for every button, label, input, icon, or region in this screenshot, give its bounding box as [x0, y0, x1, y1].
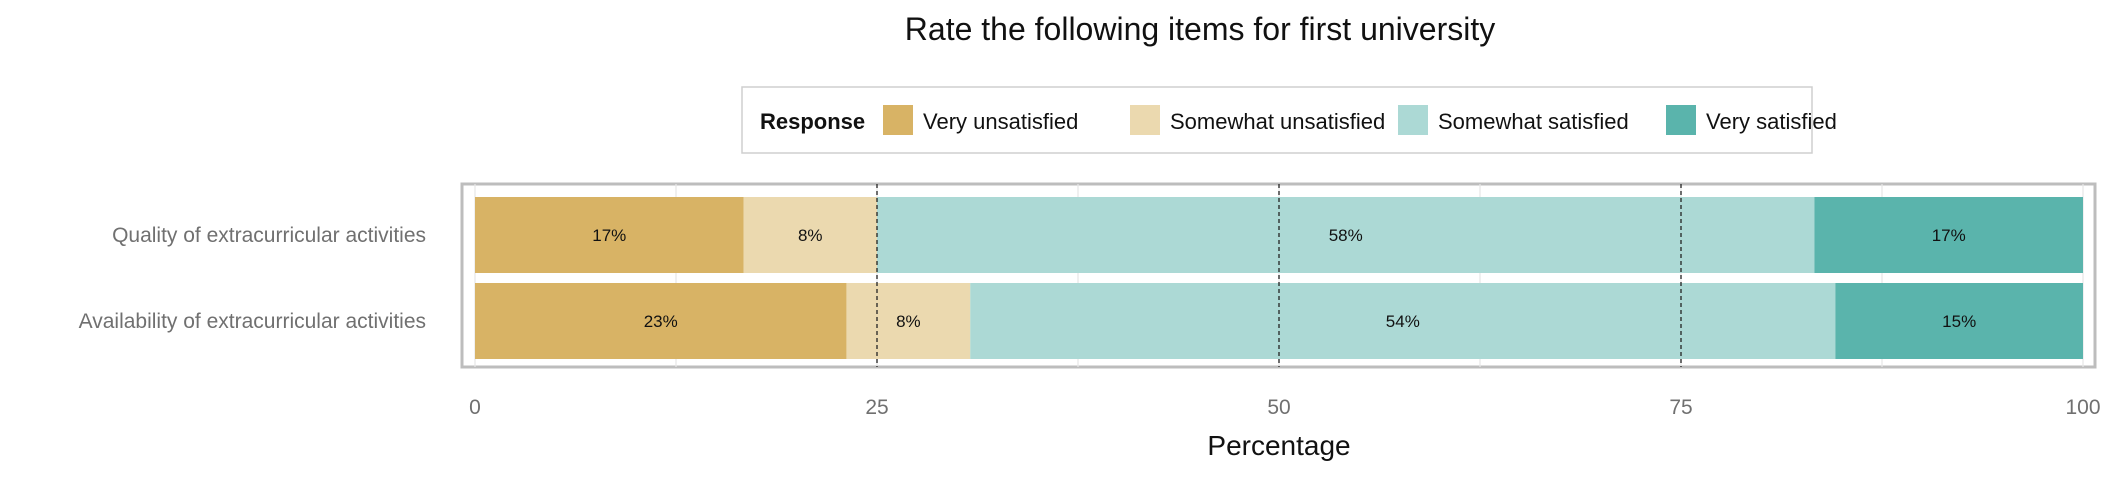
legend-box	[741, 86, 1813, 154]
x-tick-label: 100	[2065, 396, 2100, 419]
bar-segment	[877, 197, 1815, 273]
x-tick-label: 75	[1669, 396, 1692, 419]
data-label: 8%	[798, 226, 823, 245]
data-label: 17%	[1932, 226, 1966, 245]
legend-swatch	[883, 105, 913, 135]
data-label: 54%	[1386, 312, 1420, 331]
bar-segment	[846, 283, 971, 359]
y-axis-label: Quality of extracurricular activities	[112, 224, 426, 247]
plot-area: 17% 8% 58% 17% 23% 8% 54% 15% Quality of extrac…	[79, 182, 2101, 419]
bar-segment	[743, 197, 877, 273]
x-axis-label: Percentage	[1207, 430, 1350, 461]
legend-title: Response	[760, 109, 865, 134]
legend-swatch	[1666, 105, 1696, 135]
data-label: 8%	[896, 312, 921, 331]
y-axis-label: Availability of extracurricular activiti…	[79, 310, 426, 333]
data-label: 23%	[644, 312, 678, 331]
bar-segment	[1835, 283, 2083, 359]
bar-segment	[970, 283, 1836, 359]
x-tick-label: 25	[865, 396, 888, 419]
legend-label: Very unsatisfied	[923, 109, 1078, 134]
legend-swatch	[1398, 105, 1428, 135]
bar-segment	[475, 283, 847, 359]
legend: Response Very unsatisfied Somewhat unsati…	[741, 86, 1837, 154]
legend-label: Somewhat unsatisfied	[1170, 109, 1385, 134]
x-tick-label: 0	[469, 396, 481, 419]
x-tick-label: 50	[1267, 396, 1290, 419]
data-label: 15%	[1942, 312, 1976, 331]
chart-title: Rate the following items for first unive…	[905, 11, 1495, 47]
legend-label: Somewhat satisfied	[1438, 109, 1629, 134]
bar-segment	[1814, 197, 2083, 273]
legend-swatch	[1130, 105, 1160, 135]
bar-segment	[475, 197, 744, 273]
legend-label: Very satisfied	[1706, 109, 1837, 134]
data-label: 58%	[1329, 226, 1363, 245]
data-label: 17%	[592, 226, 626, 245]
